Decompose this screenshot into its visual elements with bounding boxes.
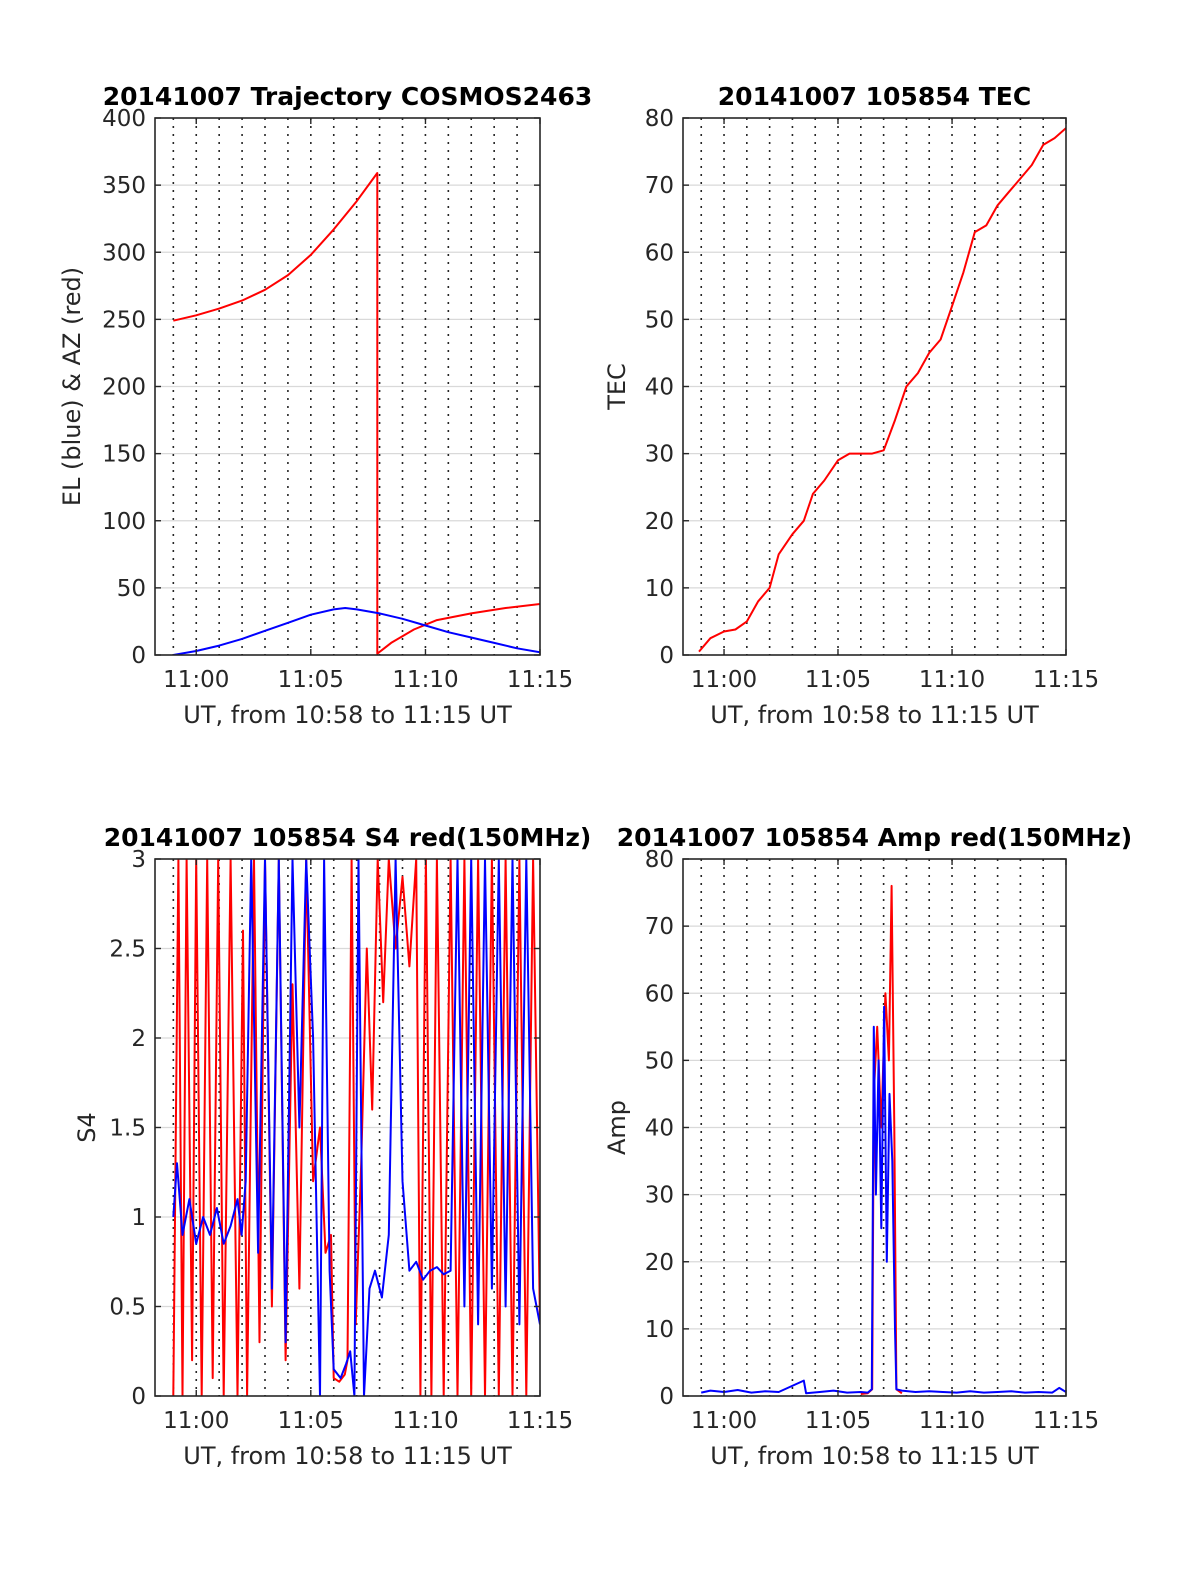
y-tick-label: 50 xyxy=(645,1048,674,1074)
y-tick-label: 80 xyxy=(645,106,674,132)
y-tick-label: 50 xyxy=(645,307,674,333)
y-tick-label: 20 xyxy=(645,509,674,535)
y-tick-label: 150 xyxy=(102,442,146,468)
x-tick-label: 11:00 xyxy=(691,1408,757,1434)
series-line-0 xyxy=(698,127,1066,653)
y-axis-label: TEC xyxy=(603,363,631,411)
x-axis-label: UT, from 10:58 to 11:15 UT xyxy=(183,701,512,729)
y-tick-label: 10 xyxy=(645,1317,674,1343)
y-axis-label: Amp xyxy=(603,1100,631,1155)
chart-panel-s4: 11:00 11:05 11:10 11:15 0 0.5 1 1.5 2 2.5 32014100… xyxy=(73,823,591,1470)
y-tick-label: 0 xyxy=(659,643,674,669)
chart-title: 20141007 105854 TEC xyxy=(718,82,1031,111)
x-tick-label: 11:05 xyxy=(278,667,344,693)
y-axis-label: EL (blue) & AZ (red) xyxy=(58,267,86,506)
x-tick-label: 11:15 xyxy=(507,667,573,693)
chart-panel-trajectory: 11:00 11:05 11:10 11:15 0 50 100 150 200 250 300 35… xyxy=(58,82,592,729)
y-tick-label: 3 xyxy=(131,847,146,873)
x-tick-label: 11:15 xyxy=(1033,667,1099,693)
series-group xyxy=(173,172,540,655)
y-tick-label: 70 xyxy=(645,914,674,940)
y-tick-label: 0 xyxy=(131,643,146,669)
y-tick-label: 20 xyxy=(645,1250,674,1276)
chart-title: 20141007 Trajectory COSMOS2463 xyxy=(103,82,593,111)
y-tick-label: 400 xyxy=(102,106,146,132)
y-tick-label: 70 xyxy=(645,173,674,199)
x-tick-label: 11:00 xyxy=(163,1408,229,1434)
series-group xyxy=(700,884,1066,1395)
x-tick-label: 11:05 xyxy=(805,1408,871,1434)
chart-panel-tec: 11:00 11:05 11:10 11:15 0 10 20 30 40 50 60 70 80 201… xyxy=(603,82,1099,729)
chart-title: 20141007 105854 Amp red(150MHz) xyxy=(617,823,1133,852)
series-line-elevation xyxy=(173,607,540,655)
x-tick-label: 11:15 xyxy=(507,1408,573,1434)
series-group xyxy=(698,127,1066,653)
y-tick-label: 0 xyxy=(131,1384,146,1410)
y-tick-label: 100 xyxy=(102,509,146,535)
series-group xyxy=(172,859,540,1396)
y-tick-label: 1 xyxy=(131,1205,146,1231)
y-tick-label: 50 xyxy=(117,576,146,602)
series-line-1 xyxy=(700,1005,1066,1395)
y-tick-label: 0.5 xyxy=(109,1295,146,1321)
series-line-1 xyxy=(172,859,540,1396)
y-axis-label: S4 xyxy=(73,1112,101,1143)
y-tick-label: 30 xyxy=(645,442,674,468)
y-tick-label: 2.5 xyxy=(109,937,146,963)
y-tick-label: 1.5 xyxy=(109,1116,146,1142)
y-tick-label: 250 xyxy=(102,307,146,333)
y-tick-label: 350 xyxy=(102,173,146,199)
x-tick-label: 11:05 xyxy=(278,1408,344,1434)
x-tick-label: 11:05 xyxy=(805,667,871,693)
y-tick-label: 60 xyxy=(645,240,674,266)
x-tick-label: 11:10 xyxy=(392,667,458,693)
y-tick-label: 2 xyxy=(131,1026,146,1052)
x-tick-label: 11:10 xyxy=(392,1408,458,1434)
x-tick-label: 11:15 xyxy=(1033,1408,1099,1434)
y-tick-label: 40 xyxy=(645,375,674,401)
y-tick-label: 80 xyxy=(645,847,674,873)
y-tick-label: 300 xyxy=(102,240,146,266)
x-axis-label: UT, from 10:58 to 11:15 UT xyxy=(710,701,1039,729)
y-tick-label: 200 xyxy=(102,375,146,401)
x-axis-label: UT, from 10:58 to 11:15 UT xyxy=(710,1442,1039,1470)
chart-title: 20141007 105854 S4 red(150MHz) xyxy=(104,823,592,852)
x-axis-label: UT, from 10:58 to 11:15 UT xyxy=(183,1442,512,1470)
chart-panel-amp: 11:00 11:05 11:10 11:15 0 10 20 30 40 50 60 70 80201… xyxy=(603,823,1132,1470)
y-tick-label: 10 xyxy=(645,576,674,602)
x-tick-label: 11:00 xyxy=(163,667,229,693)
series-line-azimuth xyxy=(173,172,540,655)
y-tick-label: 0 xyxy=(659,1384,674,1410)
x-tick-label: 11:10 xyxy=(919,667,985,693)
x-tick-label: 11:00 xyxy=(691,667,757,693)
y-tick-label: 30 xyxy=(645,1183,674,1209)
x-tick-label: 11:10 xyxy=(919,1408,985,1434)
y-tick-label: 40 xyxy=(645,1116,674,1142)
y-tick-label: 60 xyxy=(645,981,674,1007)
